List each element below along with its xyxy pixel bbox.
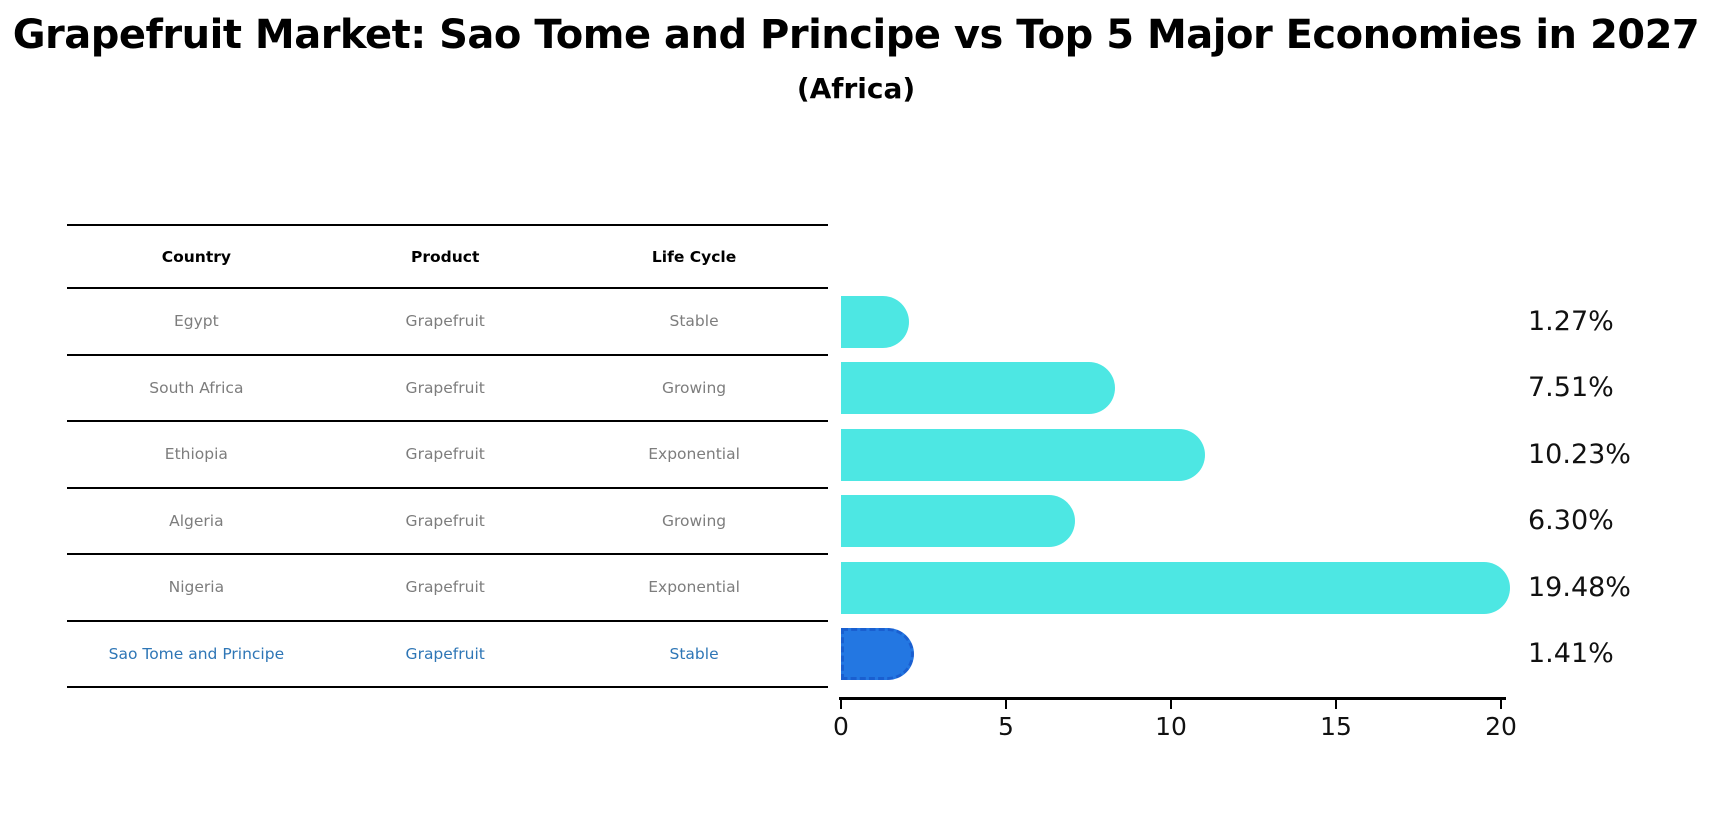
table-header-row: Country Product Life Cycle [67,224,828,289]
x-axis-tick [1500,699,1502,709]
x-axis-tick [840,699,842,709]
cell-life-cycle: Stable [669,312,719,331]
table-row: Egypt Grapefruit Stable [67,289,828,356]
bar-value-label: 1.41% [1528,638,1614,669]
chart-subtitle: (Africa) [796,72,916,105]
x-axis-line [839,697,1506,700]
cell-product: Grapefruit [405,445,485,464]
x-axis-tick [1335,699,1337,709]
cell-product: Grapefruit [405,378,485,397]
cell-life-cycle: Stable [669,644,719,663]
column-header-product: Product [411,247,480,266]
cell-country: Algeria [169,511,224,530]
table-row: Algeria Grapefruit Growing [67,489,828,555]
bar-value-label: 7.51% [1528,372,1614,403]
cell-product: Grapefruit [405,312,485,331]
bar-ethiopia [841,429,1205,481]
column-header-country: Country [161,247,231,266]
cell-product: Grapefruit [405,578,485,597]
cell-country: Sao Tome and Principe [108,644,285,663]
x-axis-tick-label: 0 [833,712,849,741]
x-axis-tick [1170,699,1172,709]
bar-south-africa [841,362,1115,414]
table-row: Nigeria Grapefruit Exponential [67,555,828,622]
cell-country: Nigeria [168,578,225,597]
cell-life-cycle: Growing [661,378,727,397]
x-axis-tick [1005,699,1007,709]
bar-sao-tome-and-principe [841,628,914,680]
bar-nigeria [841,562,1510,614]
cell-life-cycle: Growing [661,511,727,530]
x-axis-tick-label: 15 [1320,712,1352,741]
bar-value-label: 1.27% [1528,306,1614,337]
country-table: Country Product Life Cycle Egypt Grapefr… [67,224,828,688]
x-axis-tick-label: 5 [998,712,1014,741]
cell-country: Ethiopia [164,445,228,464]
cell-country: Egypt [173,312,219,331]
bar-egypt [841,296,909,348]
table-row-highlighted: Sao Tome and Principe Grapefruit Stable [67,622,828,688]
bar-value-label: 6.30% [1528,505,1614,536]
table-row: Ethiopia Grapefruit Exponential [67,422,828,489]
x-axis-tick-label: 10 [1155,712,1187,741]
chart-title: Grapefruit Market: Sao Tome and Principe… [12,12,1700,58]
bar-value-label: 19.48% [1528,572,1631,603]
table-row: South Africa Grapefruit Growing [67,356,828,422]
cell-product: Grapefruit [405,511,485,530]
cell-life-cycle: Exponential [648,578,740,597]
bar-value-label: 10.23% [1528,439,1631,470]
column-header-life-cycle: Life Cycle [651,247,737,266]
cell-life-cycle: Exponential [648,445,740,464]
cell-country: South Africa [149,378,244,397]
cell-product: Grapefruit [405,644,485,663]
x-axis-tick-label: 20 [1485,712,1517,741]
bar-algeria [841,495,1075,547]
